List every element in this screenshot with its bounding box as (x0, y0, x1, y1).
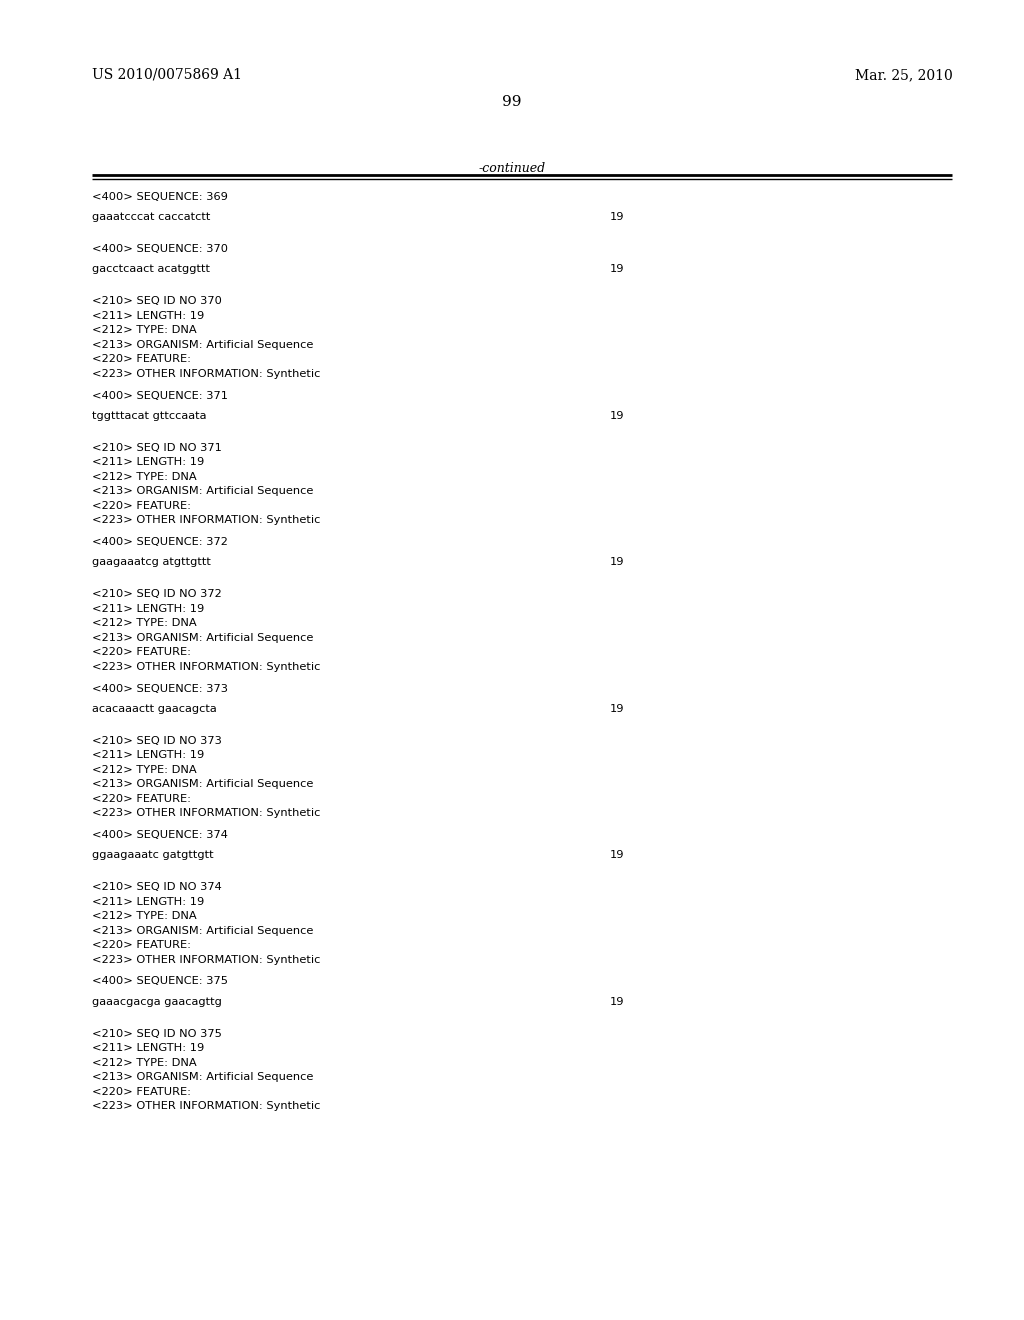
Text: <223> OTHER INFORMATION: Synthetic: <223> OTHER INFORMATION: Synthetic (92, 368, 321, 379)
Text: ggaagaaatc gatgttgtt: ggaagaaatc gatgttgtt (92, 850, 214, 861)
Text: <213> ORGANISM: Artificial Sequence: <213> ORGANISM: Artificial Sequence (92, 339, 313, 350)
Text: <211> LENGTH: 19: <211> LENGTH: 19 (92, 896, 205, 907)
Text: <223> OTHER INFORMATION: Synthetic: <223> OTHER INFORMATION: Synthetic (92, 1101, 321, 1111)
Text: <400> SEQUENCE: 369: <400> SEQUENCE: 369 (92, 191, 228, 202)
Text: <210> SEQ ID NO 373: <210> SEQ ID NO 373 (92, 735, 222, 746)
Text: <211> LENGTH: 19: <211> LENGTH: 19 (92, 312, 205, 321)
Text: 19: 19 (609, 213, 624, 222)
Text: 19: 19 (609, 997, 624, 1007)
Text: 19: 19 (609, 850, 624, 861)
Text: gaaatcccat caccatctt: gaaatcccat caccatctt (92, 213, 211, 222)
Text: <213> ORGANISM: Artificial Sequence: <213> ORGANISM: Artificial Sequence (92, 1072, 313, 1082)
Text: 19: 19 (609, 557, 624, 568)
Text: 19: 19 (609, 264, 624, 275)
Text: <213> ORGANISM: Artificial Sequence: <213> ORGANISM: Artificial Sequence (92, 925, 313, 936)
Text: Mar. 25, 2010: Mar. 25, 2010 (855, 69, 952, 82)
Text: <213> ORGANISM: Artificial Sequence: <213> ORGANISM: Artificial Sequence (92, 632, 313, 643)
Text: <211> LENGTH: 19: <211> LENGTH: 19 (92, 750, 205, 760)
Text: tggtttacat gttccaata: tggtttacat gttccaata (92, 411, 207, 421)
Text: <212> TYPE: DNA: <212> TYPE: DNA (92, 326, 197, 335)
Text: <400> SEQUENCE: 372: <400> SEQUENCE: 372 (92, 537, 228, 546)
Text: -continued: -continued (478, 162, 546, 176)
Text: 19: 19 (609, 411, 624, 421)
Text: <212> TYPE: DNA: <212> TYPE: DNA (92, 911, 197, 921)
Text: <210> SEQ ID NO 372: <210> SEQ ID NO 372 (92, 589, 222, 599)
Text: US 2010/0075869 A1: US 2010/0075869 A1 (92, 69, 242, 82)
Text: <220> FEATURE:: <220> FEATURE: (92, 793, 191, 804)
Text: <210> SEQ ID NO 371: <210> SEQ ID NO 371 (92, 442, 222, 453)
Text: gaagaaatcg atgttgttt: gaagaaatcg atgttgttt (92, 557, 211, 568)
Text: <220> FEATURE:: <220> FEATURE: (92, 1086, 191, 1097)
Text: <220> FEATURE:: <220> FEATURE: (92, 940, 191, 950)
Text: <400> SEQUENCE: 373: <400> SEQUENCE: 373 (92, 684, 228, 693)
Text: <212> TYPE: DNA: <212> TYPE: DNA (92, 764, 197, 775)
Text: <223> OTHER INFORMATION: Synthetic: <223> OTHER INFORMATION: Synthetic (92, 661, 321, 672)
Text: <213> ORGANISM: Artificial Sequence: <213> ORGANISM: Artificial Sequence (92, 779, 313, 789)
Text: <212> TYPE: DNA: <212> TYPE: DNA (92, 471, 197, 482)
Text: <400> SEQUENCE: 370: <400> SEQUENCE: 370 (92, 244, 228, 255)
Text: <213> ORGANISM: Artificial Sequence: <213> ORGANISM: Artificial Sequence (92, 486, 313, 496)
Text: acacaaactt gaacagcta: acacaaactt gaacagcta (92, 704, 217, 714)
Text: <220> FEATURE:: <220> FEATURE: (92, 500, 191, 511)
Text: <223> OTHER INFORMATION: Synthetic: <223> OTHER INFORMATION: Synthetic (92, 808, 321, 818)
Text: <400> SEQUENCE: 375: <400> SEQUENCE: 375 (92, 977, 228, 986)
Text: gacctcaact acatggttt: gacctcaact acatggttt (92, 264, 210, 275)
Text: gaaacgacga gaacagttg: gaaacgacga gaacagttg (92, 997, 222, 1007)
Text: <223> OTHER INFORMATION: Synthetic: <223> OTHER INFORMATION: Synthetic (92, 954, 321, 965)
Text: <220> FEATURE:: <220> FEATURE: (92, 647, 191, 657)
Text: <211> LENGTH: 19: <211> LENGTH: 19 (92, 603, 205, 614)
Text: <212> TYPE: DNA: <212> TYPE: DNA (92, 618, 197, 628)
Text: <400> SEQUENCE: 371: <400> SEQUENCE: 371 (92, 391, 228, 401)
Text: <212> TYPE: DNA: <212> TYPE: DNA (92, 1057, 197, 1068)
Text: 19: 19 (609, 704, 624, 714)
Text: <210> SEQ ID NO 375: <210> SEQ ID NO 375 (92, 1028, 222, 1039)
Text: <211> LENGTH: 19: <211> LENGTH: 19 (92, 457, 205, 467)
Text: <223> OTHER INFORMATION: Synthetic: <223> OTHER INFORMATION: Synthetic (92, 515, 321, 525)
Text: <400> SEQUENCE: 374: <400> SEQUENCE: 374 (92, 830, 228, 840)
Text: <210> SEQ ID NO 370: <210> SEQ ID NO 370 (92, 297, 222, 306)
Text: 99: 99 (502, 95, 522, 110)
Text: <220> FEATURE:: <220> FEATURE: (92, 354, 191, 364)
Text: <210> SEQ ID NO 374: <210> SEQ ID NO 374 (92, 882, 222, 892)
Text: <211> LENGTH: 19: <211> LENGTH: 19 (92, 1043, 205, 1053)
